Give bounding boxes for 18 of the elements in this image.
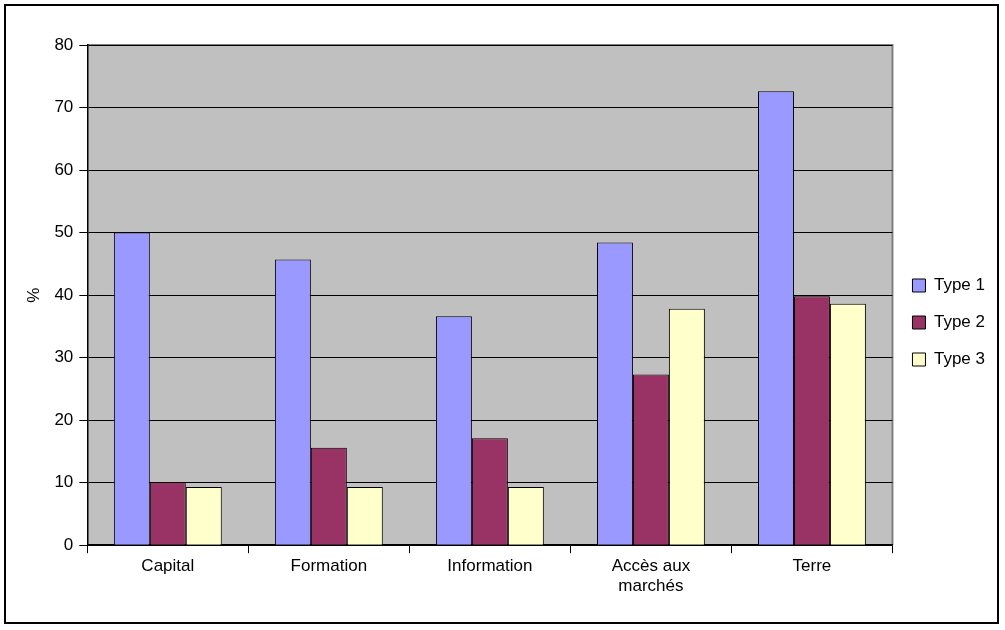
y-tick-label: 60 [54, 159, 74, 179]
y-tick-label: 80 [54, 34, 74, 54]
y-tick-label: 20 [54, 409, 74, 429]
y-tick-label: 40 [54, 284, 74, 304]
y-tick-label: 0 [63, 534, 74, 554]
legend-label: Type 2 [933, 312, 986, 332]
x-tick-label: Terre [792, 556, 832, 576]
legend-label: Type 3 [933, 349, 986, 369]
x-tick-label: Information [447, 556, 533, 576]
x-tick-label: Capital [141, 556, 195, 576]
x-tick-label: Accès aux marchés [611, 556, 691, 596]
y-tick-label: 30 [54, 347, 74, 367]
y-tick-label: 50 [54, 222, 74, 242]
legend-label: Type 1 [933, 275, 986, 295]
y-axis-title: % [23, 287, 43, 303]
y-tick-label: 70 [54, 97, 74, 117]
x-tick-label: Formation [290, 556, 368, 576]
y-tick-label: 10 [54, 472, 74, 492]
